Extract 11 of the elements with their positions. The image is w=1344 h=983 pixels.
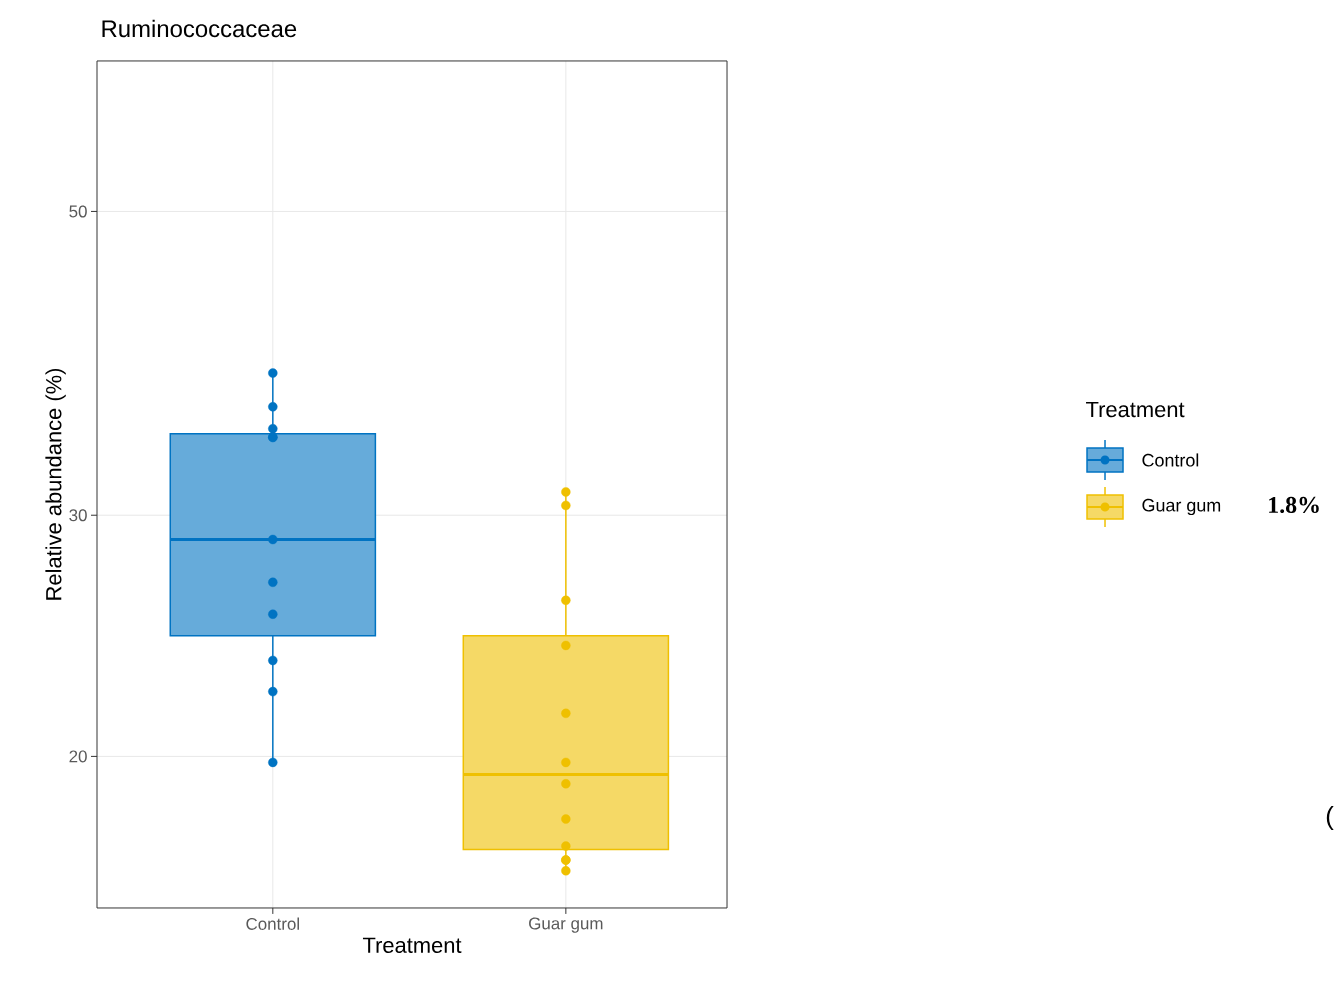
y-tick-label: 30 bbox=[69, 509, 87, 522]
legend-title: Treatment bbox=[1086, 401, 1185, 418]
y-tick-label: 20 bbox=[69, 750, 87, 763]
text: 1.8% bbox=[1269, 496, 1319, 514]
x-axis-title: Treatment bbox=[362, 937, 462, 953]
y-tick-label: 50 bbox=[69, 205, 87, 218]
y-axis-title: Relative abundance (%) bbox=[45, 368, 66, 600]
chart-title: Ruminococcaceae bbox=[102, 19, 297, 38]
text: ( bbox=[1326, 805, 1334, 831]
legend-label: Control bbox=[1142, 453, 1199, 467]
legend-label: Guar gum bbox=[1142, 498, 1221, 516]
